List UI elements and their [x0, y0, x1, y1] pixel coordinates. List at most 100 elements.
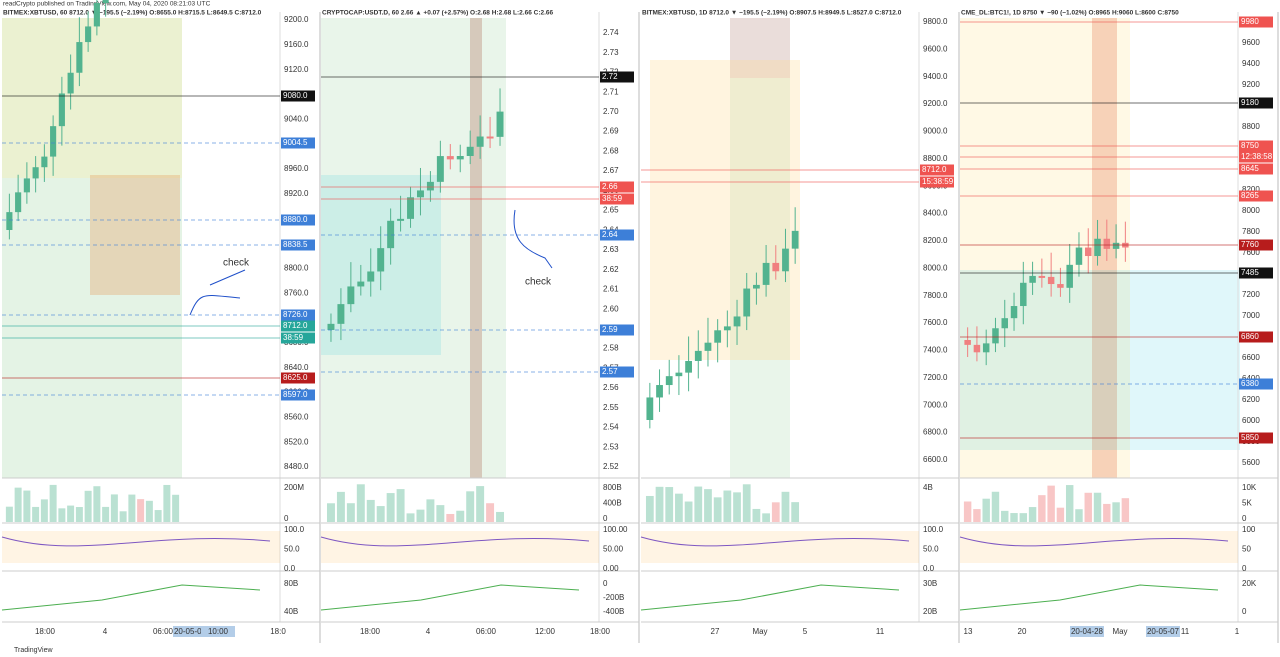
time-label: 20-05-07: [1147, 627, 1180, 636]
price-tick-label: 8800.0: [923, 154, 948, 163]
price-badge-label: 2.57: [602, 367, 618, 376]
volume-bar: [336, 491, 345, 522]
price-tick-label: 6200: [1242, 395, 1260, 404]
time-label: 11: [876, 627, 885, 636]
price-tick-label: 8800: [1242, 122, 1260, 131]
price-badge: [1239, 163, 1273, 175]
price-tick-label: 9600: [1242, 38, 1260, 47]
price-tick-label: 9400.0: [923, 72, 948, 81]
rsi-ticks-label: 50: [1242, 545, 1251, 554]
price-tick-label: 8000.0: [923, 263, 948, 272]
price-badge: [281, 239, 315, 251]
zone: [2, 18, 182, 478]
price-badge: [600, 181, 634, 193]
rsi-ticks-label: 0.0: [284, 564, 296, 573]
lower-ticks-label: 80B: [284, 579, 298, 588]
candle-body: [646, 397, 654, 420]
price-badge-label: 6860: [1241, 332, 1259, 341]
price-badge-label: 8265: [1241, 191, 1259, 200]
price-tick-label: 2.71: [603, 87, 619, 96]
price-tick-label: 9400: [1242, 59, 1260, 68]
price-badge-label: 2.72: [602, 72, 618, 81]
price-tick-label: 6000: [1242, 416, 1260, 425]
volume-bar: [376, 506, 385, 522]
volume-bar: [356, 484, 365, 522]
candle-body: [397, 218, 405, 221]
time-label: 06:00: [476, 627, 497, 636]
time-label: 1: [1235, 627, 1240, 636]
price-badge-label: 9980: [1241, 17, 1259, 26]
candle-body: [102, 0, 109, 4]
rsi-ticks-label: 0: [1242, 564, 1247, 573]
volume-ticks-label: 10K: [1242, 483, 1257, 492]
price-tick-label: 8200: [1242, 185, 1260, 194]
price-tick-label: 8560.0: [284, 412, 309, 421]
volume-bar: [426, 499, 435, 522]
price-tick-label: 7600: [1242, 248, 1260, 257]
volume-bar: [781, 491, 790, 522]
price-tick-label: 9600.0: [923, 44, 948, 53]
price-tick-label: 2.55: [603, 403, 619, 412]
volume-bar: [645, 495, 654, 522]
candle-body: [982, 343, 990, 353]
price-badge-label: 9080.0: [283, 91, 308, 100]
price-tick-label: 2.56: [603, 383, 619, 392]
volume-bar: [93, 486, 101, 522]
volume-bar: [704, 489, 712, 522]
rsi-ticks-label: 0.00: [603, 564, 619, 573]
volume-bar: [172, 494, 180, 522]
candle-body: [762, 262, 770, 285]
price-badge: [281, 137, 315, 149]
volume-ticks-label: 5K: [1242, 499, 1252, 508]
zone: [2, 18, 182, 178]
volume-bar: [416, 509, 425, 522]
rsi-ticks-label: 50.0: [284, 545, 300, 554]
candle-body: [1075, 247, 1083, 265]
price-badge: [281, 90, 315, 102]
volume-ticks-label: 400B: [603, 499, 622, 508]
price-tick-label: 8760.0: [284, 288, 309, 297]
price-badge-label: 8880.0: [283, 215, 308, 224]
price-badge-label: 8597.0: [283, 390, 308, 399]
volume-bar: [655, 486, 664, 522]
volume-bar: [366, 499, 375, 522]
price-badge: [1239, 97, 1273, 109]
rsi-line: [640, 536, 910, 547]
time-label: 12:00: [535, 627, 556, 636]
price-tick-label: 2.65: [603, 206, 619, 215]
price-badge-label: 12:38:58: [1241, 152, 1273, 161]
volume-bar: [694, 486, 703, 522]
zone: [960, 270, 1240, 450]
price-tick-label: 6800.0: [923, 428, 948, 437]
price-badge: [600, 229, 634, 241]
candle-body: [1020, 282, 1027, 307]
volume-bar: [75, 507, 83, 522]
price-badge: [600, 324, 634, 336]
price-badge-label: 5850: [1241, 433, 1259, 442]
volume-bar: [1121, 498, 1130, 522]
price-tick-label: 7200: [1242, 290, 1260, 299]
candle-body: [704, 342, 712, 351]
volume-bar: [436, 505, 445, 522]
volume-bar: [675, 493, 683, 522]
price-tick-label: 8000: [1242, 206, 1260, 215]
candle-body: [714, 330, 722, 343]
price-badge-label: 15:38:59: [922, 177, 954, 186]
zone: [321, 18, 506, 478]
time-label: May: [752, 627, 767, 636]
price-badge-label: 2.59: [602, 325, 618, 334]
candle-body: [1112, 242, 1120, 249]
price-badge: [1239, 151, 1273, 163]
time-badge: [201, 626, 235, 637]
price-badge: [1239, 432, 1273, 444]
volume-bar: [476, 486, 485, 522]
price-tick-label: 7000.0: [923, 400, 948, 409]
lower-line: [640, 584, 900, 611]
volume-bar: [346, 503, 355, 522]
lower-line: [1, 584, 261, 611]
volume-bar: [466, 491, 475, 522]
price-tick-label: 2.62: [603, 265, 619, 274]
annotation: check: [223, 258, 250, 269]
candle-body: [367, 271, 375, 282]
volume-bar: [963, 501, 972, 522]
